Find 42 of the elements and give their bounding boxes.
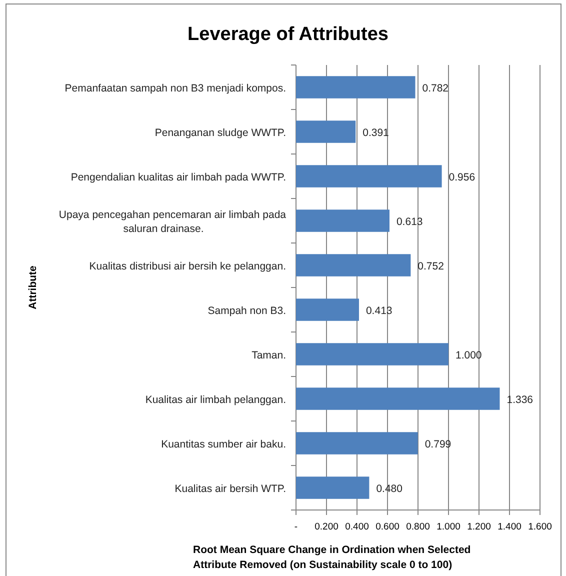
- y-axis-title: Attribute: [27, 265, 39, 310]
- y-tick-label: Sampah non B3.: [208, 304, 286, 317]
- x-tick-label: 1.400: [498, 521, 522, 532]
- y-tick-label: Kuantitas sumber air baku.: [161, 438, 286, 450]
- data-label: 1.336: [506, 394, 534, 406]
- chart-title: Leverage of Attributes: [188, 24, 388, 45]
- bar: [296, 120, 356, 143]
- x-tick-label: 1.200: [467, 521, 491, 532]
- y-tick-label: Kualitas air bersih WTP.: [174, 482, 286, 495]
- data-label: 0.782: [422, 82, 449, 94]
- data-label: 0.480: [376, 482, 403, 495]
- data-label: 0.413: [366, 304, 392, 317]
- bar: [296, 165, 442, 188]
- data-label: 1.000: [456, 349, 482, 362]
- data-label: 0.799: [424, 438, 452, 450]
- y-tick-label: Kualitas distribusi air bersih ke pelanggan.: [89, 260, 286, 272]
- bar: [296, 76, 416, 98]
- data-label: 0.956: [448, 171, 476, 184]
- data-label: 0.752: [418, 260, 444, 272]
- bar: [296, 343, 448, 366]
- x-tick-label: 0.400: [345, 521, 369, 532]
- x-tick-label: 0.800: [406, 521, 430, 532]
- data-label: 0.391: [362, 126, 390, 139]
- y-tick-label: Penanganan sludge WWTP.: [154, 126, 286, 139]
- y-tick-label: Pengendalian kualitas air limbah pada WWTP.: [70, 171, 286, 184]
- x-axis-title: Root Mean Square Change in Ordination when Selected Attribute Removed (on Sustainability scale 0 to 100): [193, 544, 471, 571]
- x-tick-label: 1.600: [528, 521, 552, 532]
- y-tick-label: Pemanfaatan sampah non B3 menjadi kompos.: [64, 82, 286, 94]
- bar: [296, 298, 359, 321]
- bar: [296, 476, 370, 499]
- data-label: 0.613: [396, 216, 423, 228]
- bar: [296, 388, 500, 410]
- bar: [296, 432, 418, 454]
- x-tick-label: 1.000: [436, 521, 460, 532]
- y-tick-label: Kualitas air limbah pelanggan.: [145, 394, 286, 406]
- x-tick-label: 0.200: [314, 521, 338, 532]
- y-tick-label: Taman.: [252, 349, 286, 362]
- y-tick-label: Upaya pencegahan pencemaran air limbah pada saluran drainase.: [58, 208, 286, 235]
- x-tick-label: 0.600: [376, 521, 400, 532]
- bar: [296, 210, 390, 232]
- x-tick-label: -: [294, 521, 298, 532]
- bar: [296, 254, 411, 276]
